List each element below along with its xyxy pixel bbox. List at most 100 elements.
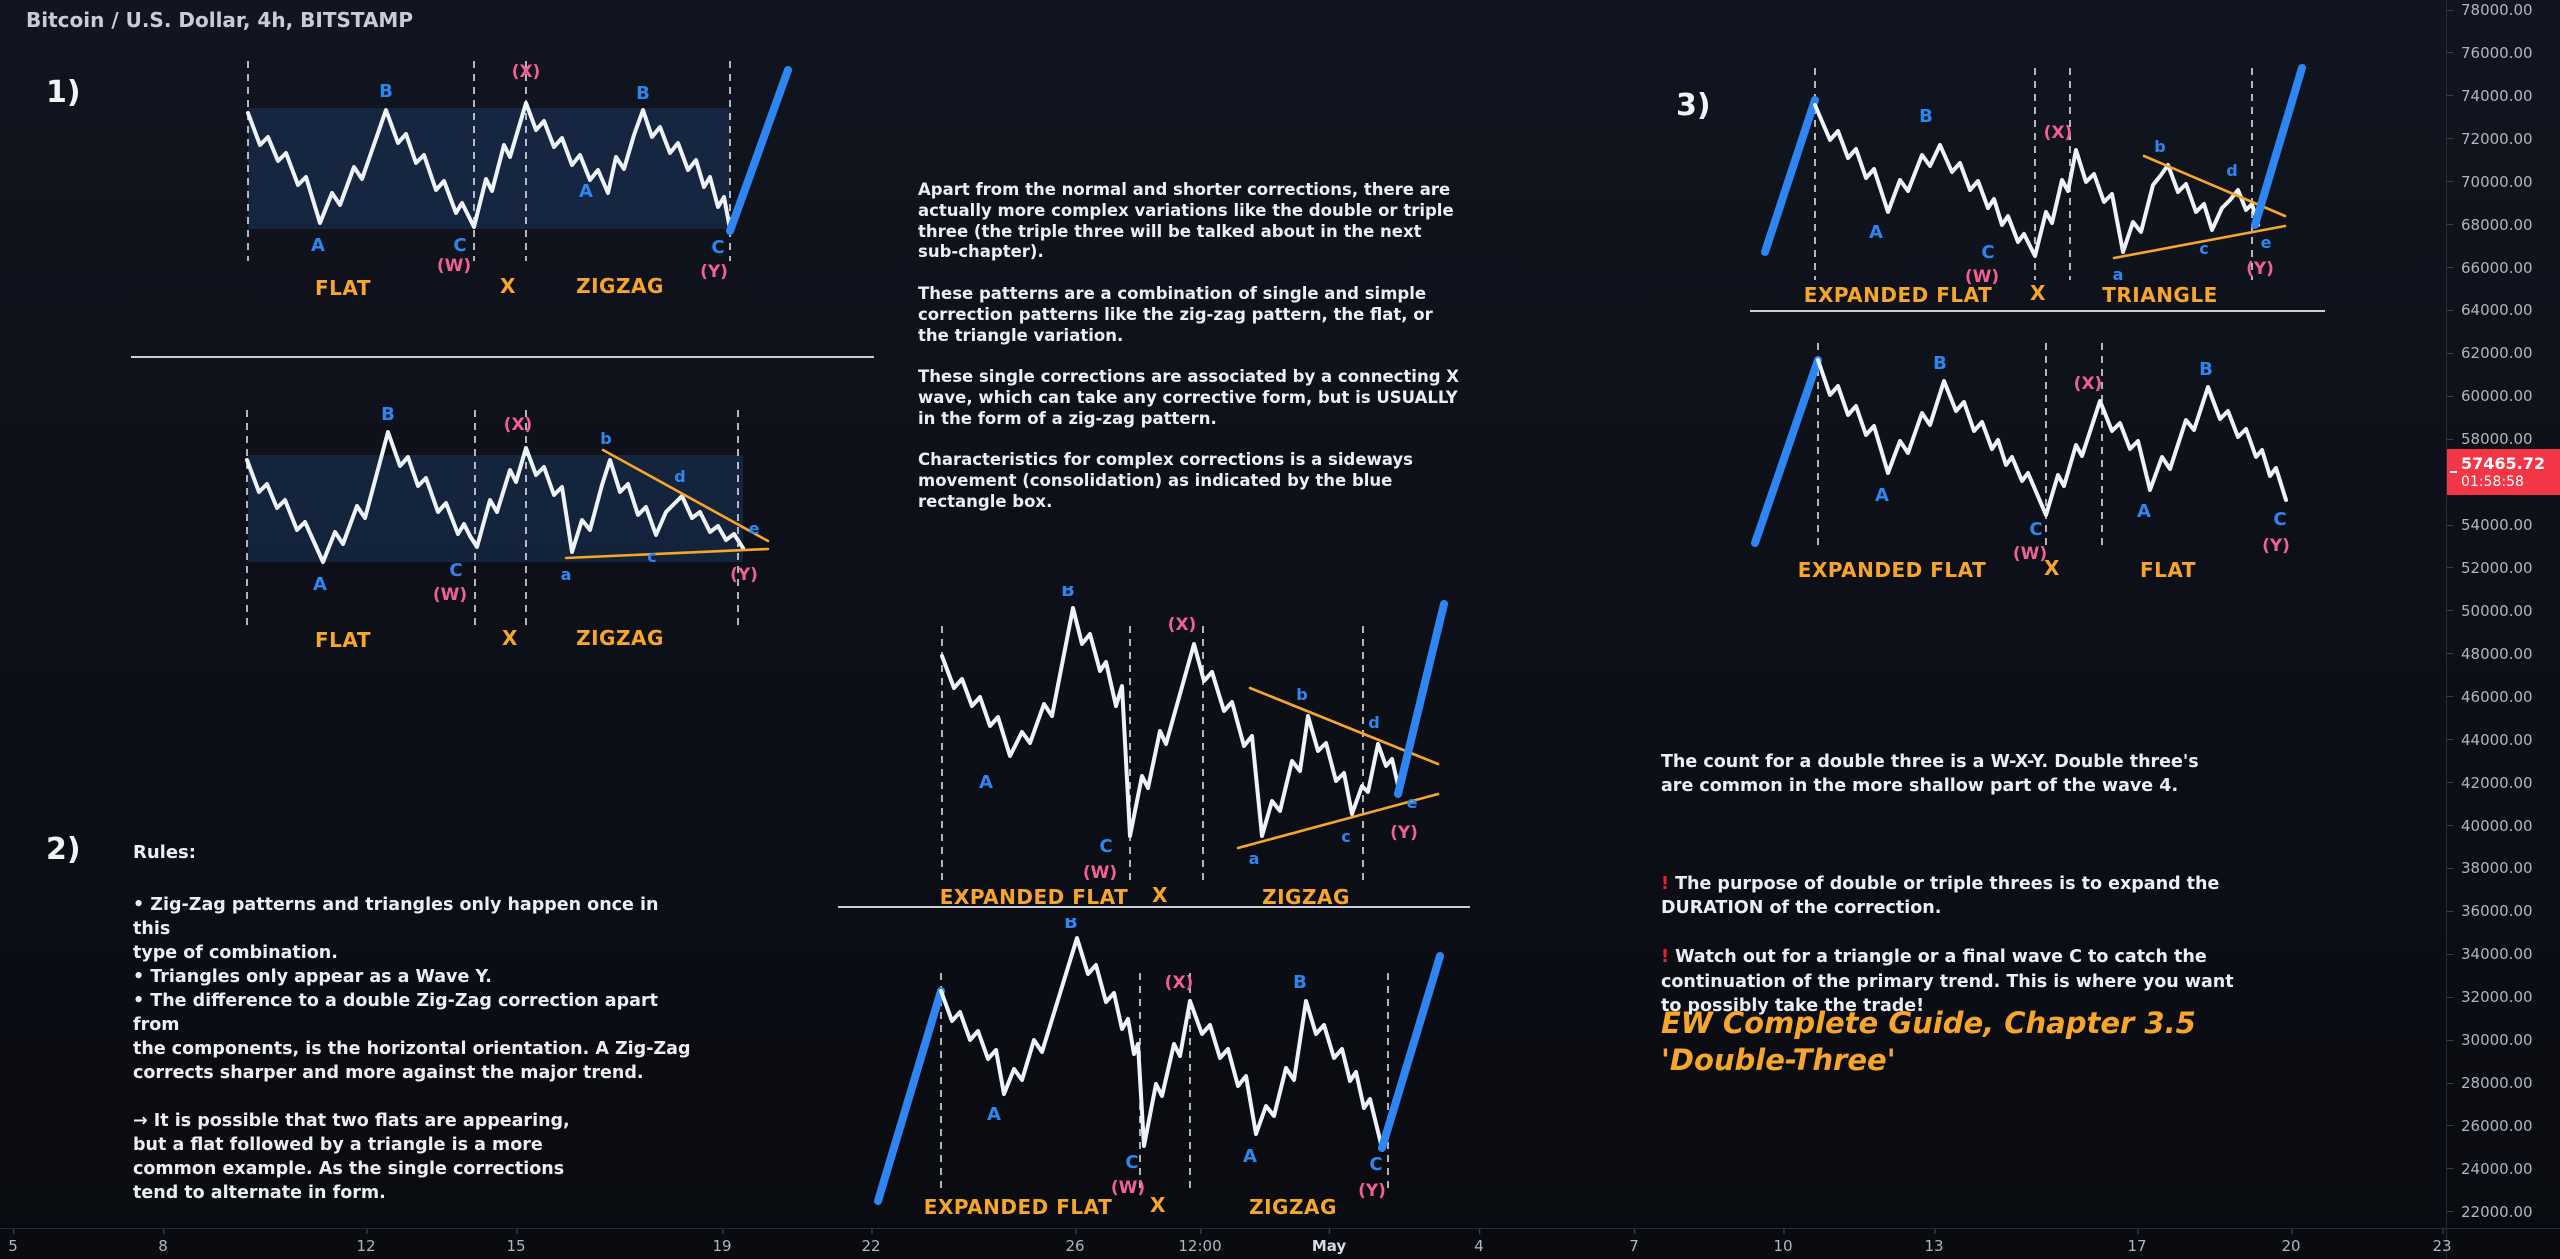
divider-line[interactable] xyxy=(1750,310,2325,312)
time-label: 10 xyxy=(1773,1229,1793,1255)
time-label: 22 xyxy=(861,1229,881,1255)
wave-label-c2: C xyxy=(2273,509,2286,530)
price-label: 76000.00 xyxy=(2447,44,2559,62)
countdown-price-tag: 57465.72 01:58:58 xyxy=(2447,449,2560,495)
price-label: 50000.00 xyxy=(2447,602,2559,620)
time-axis[interactable]: 5 8 12 15 19 22 26 12:00 May 4 7 10 13 1… xyxy=(0,1229,2560,1259)
wave-label-w: (W) xyxy=(1083,863,1117,883)
wave-label-c: C xyxy=(449,560,462,581)
time-label-month: May xyxy=(1311,1229,1347,1255)
price-label: 60000.00 xyxy=(2447,387,2559,405)
price-label: 32000.00 xyxy=(2447,988,2559,1006)
price-axis-separator xyxy=(2446,0,2447,1259)
price-label: 34000.00 xyxy=(2447,945,2559,963)
wave-label-tc: c xyxy=(1341,827,1350,846)
time-label: 15 xyxy=(506,1229,526,1255)
wave-label-tb: b xyxy=(1296,685,1307,704)
time-label: 26 xyxy=(1065,1229,1085,1255)
section-number-1[interactable]: 1) xyxy=(46,75,81,110)
wave-label-y: (Y) xyxy=(2262,536,2290,556)
wave-diagram-expandedflat-x-triangle[interactable]: A B C (W) (X) a b c d e (Y) EXPANDED FLA… xyxy=(1740,60,2360,315)
pattern-label-zigzag: ZIGZAG xyxy=(1249,1195,1337,1219)
price-label: 26000.00 xyxy=(2447,1117,2559,1135)
triangle-upper-line xyxy=(601,448,770,543)
divider-line[interactable] xyxy=(838,906,1470,908)
section-number-2[interactable]: 2) xyxy=(46,832,81,867)
pattern-label-zigzag: ZIGZAG xyxy=(576,274,664,298)
consolidation-box xyxy=(248,108,730,229)
pattern-label-x: X xyxy=(1150,1193,1166,1217)
bar-countdown: 01:58:58 xyxy=(2461,473,2524,490)
wave-label-y: (Y) xyxy=(1358,1181,1386,1201)
wave-label-c: C xyxy=(2029,519,2042,540)
wave-label-a: A xyxy=(1869,222,1883,243)
price-wave xyxy=(246,101,732,231)
wave-label-ta: a xyxy=(2113,265,2124,284)
wave-diagram-flat-x-zigzag-1[interactable]: A B C (W) (X) A B C (Y) FLAT X ZIGZAG xyxy=(210,55,800,315)
time-label: 8 xyxy=(158,1229,168,1255)
section-number-3[interactable]: 3) xyxy=(1676,88,1711,123)
explanation-text[interactable]: Apart from the normal and shorter correc… xyxy=(918,180,1459,511)
trend-line-blue xyxy=(874,987,945,1205)
wave-label-c: C xyxy=(1099,836,1112,857)
price-label: 48000.00 xyxy=(2447,645,2559,663)
pattern-label-flat: FLAT xyxy=(315,276,371,300)
time-label: 4 xyxy=(1474,1229,1484,1255)
wave-diagram-expandedflat-x-flat[interactable]: A B C (W) (X) A B C (Y) EXPANDED FLAT X … xyxy=(1730,335,2360,580)
wave-label-w: (W) xyxy=(433,585,467,605)
wave-label-a2: A xyxy=(2137,501,2151,522)
last-price: 57465.72 xyxy=(2461,453,2546,473)
price-label: 72000.00 xyxy=(2447,130,2559,148)
divider-line[interactable] xyxy=(131,356,874,358)
wave-label-x: (X) xyxy=(1165,973,1194,993)
trend-line-blue xyxy=(726,66,792,235)
wave-label-w: (W) xyxy=(1111,1178,1145,1198)
triangle-lower-line xyxy=(2112,224,2287,260)
wave-label-td: d xyxy=(2226,161,2237,180)
price-axis[interactable]: 78000.00 76000.00 74000.00 72000.00 70000.00… xyxy=(2447,1,2559,1221)
wave-diagram-flat-x-zigzag-2[interactable]: A B C (W) (X) a b c d e (Y) FLAT X ZIGZA… xyxy=(210,400,800,655)
notes-paragraph: ! The purpose of double or triple threes… xyxy=(1661,872,2241,921)
symbol-title: Bitcoin / U.S. Dollar, 4h, BITSTAMP xyxy=(26,8,413,32)
pattern-label-x: X xyxy=(500,274,516,298)
triangle-lower-line xyxy=(1236,792,1440,850)
wave-label-a: A xyxy=(311,235,325,256)
trend-line-blue xyxy=(1378,952,1444,1152)
notes-paragraph: ! Watch out for a triangle or a final wa… xyxy=(1661,945,2241,1019)
pattern-label-flat: FLAT xyxy=(315,628,371,652)
wave-diagram-expandedflat-x-zigzag-1[interactable]: A B C (W) (X) a b c d e (Y) EXPANDED FLA… xyxy=(838,586,1478,926)
time-axis-separator xyxy=(0,1228,2560,1229)
wave-label-y: (Y) xyxy=(1390,823,1418,843)
pattern-label-x: X xyxy=(2030,281,2046,305)
triangle-lower-line xyxy=(564,547,770,560)
wave-label-b: B xyxy=(1919,106,1933,127)
notes-text: The purpose of double or triple threes i… xyxy=(1661,873,2220,919)
price-label: 78000.00 xyxy=(2447,1,2559,19)
double-three-notes[interactable]: The count for a double three is a W-X-Y.… xyxy=(1661,725,2241,1043)
wave-label-a2: A xyxy=(579,181,593,202)
wave-label-b: B xyxy=(381,404,395,425)
wave-label-td: d xyxy=(674,467,685,486)
chapter-signature[interactable]: EW Complete Guide, Chapter 3.5 'Double-T… xyxy=(1661,1006,2196,1077)
wave-label-x: (X) xyxy=(1168,615,1197,635)
pattern-label-expandedflat: EXPANDED FLAT xyxy=(940,885,1128,909)
price-label: 46000.00 xyxy=(2447,688,2559,706)
wave-label-c2: C xyxy=(1369,1154,1382,1175)
rules-heading[interactable]: Rules: xyxy=(133,842,196,863)
pattern-label-x: X xyxy=(502,626,518,650)
exclamation-icon: ! xyxy=(1661,947,1669,967)
price-wave xyxy=(939,936,1384,1150)
trend-line-blue xyxy=(1751,356,1822,547)
wave-diagram-expandedflat-x-zigzag-2[interactable]: A B C (W) (X) A B C (Y) EXPANDED FLAT X … xyxy=(838,918,1478,1223)
rules-text[interactable]: • Zig-Zag patterns and triangles only ha… xyxy=(133,895,691,1203)
time-label: 17 xyxy=(2127,1229,2147,1255)
price-label: 64000.00 xyxy=(2447,301,2559,319)
price-wave xyxy=(1816,358,2288,517)
price-label: 30000.00 xyxy=(2447,1031,2559,1049)
price-label: 62000.00 xyxy=(2447,344,2559,362)
notes-paragraph: The count for a double three is a W-X-Y.… xyxy=(1661,751,2199,797)
wave-label-c: C xyxy=(453,235,466,256)
wave-label-te: e xyxy=(749,519,760,538)
price-label: 70000.00 xyxy=(2447,173,2559,191)
price-label: 42000.00 xyxy=(2447,774,2559,792)
